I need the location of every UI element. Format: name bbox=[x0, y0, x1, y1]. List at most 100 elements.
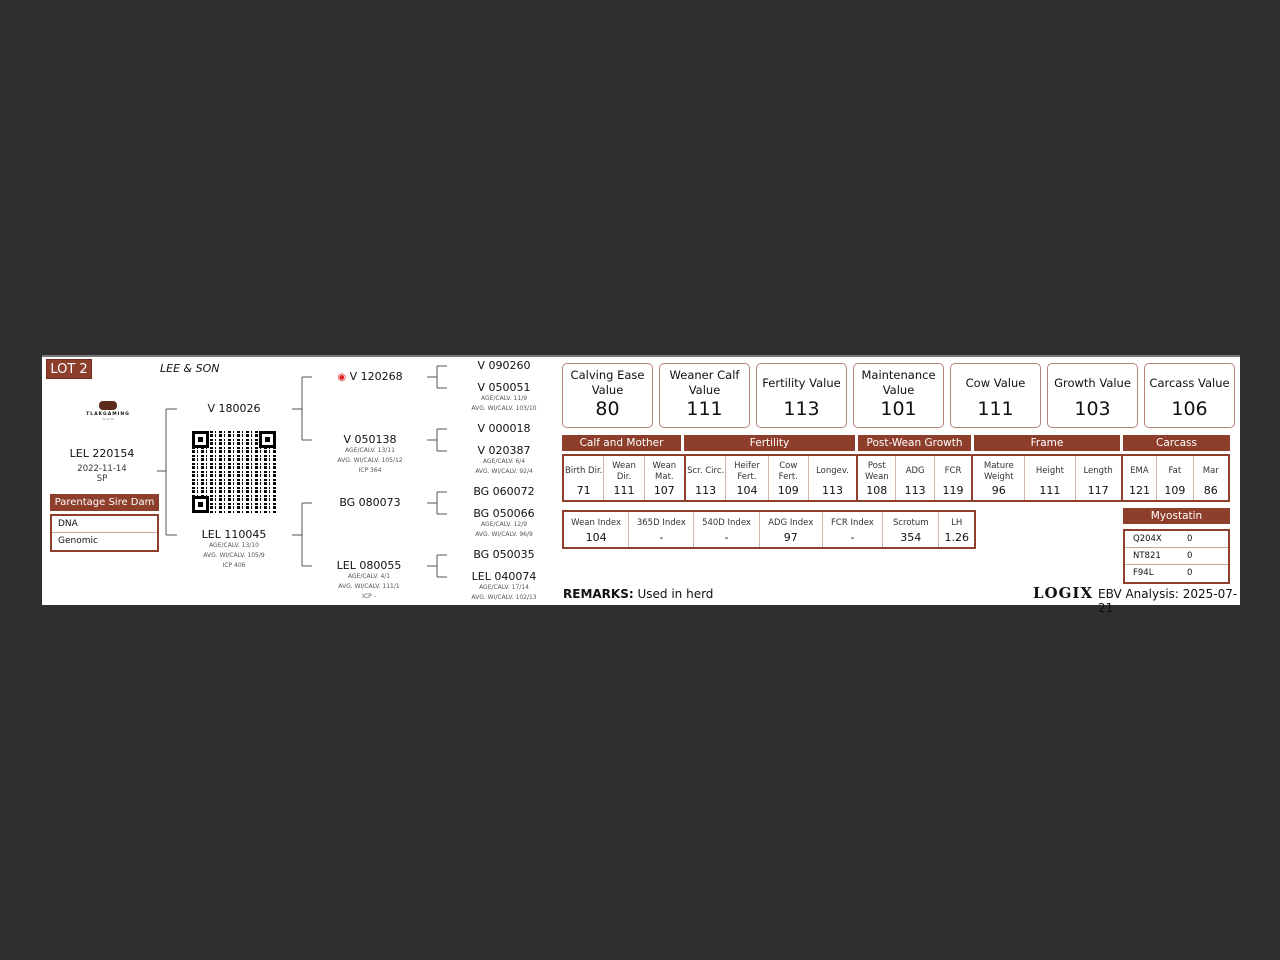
gen4-3[interactable]: V 020387 AGE/CALV. 6/4 AVG. WI/CALV. 92/4 bbox=[454, 444, 554, 477]
gen4-id: LEL 040074 bbox=[471, 570, 537, 583]
index-value: - bbox=[724, 531, 729, 544]
trait-cell: Heifer Fert. 104 bbox=[726, 456, 769, 500]
trait-name: Heifer Fert. bbox=[734, 460, 760, 482]
logix-logo: LOGIX bbox=[1033, 584, 1094, 602]
value-card-title: Carcass Value bbox=[1149, 375, 1230, 390]
trait-name: Height bbox=[1035, 466, 1064, 476]
trait-cell: ADG 113 bbox=[896, 456, 935, 500]
index-value: 1.26 bbox=[944, 531, 969, 544]
index-cell: LH 1.26 bbox=[939, 512, 974, 547]
myostatin-key: NT821 bbox=[1133, 551, 1161, 561]
trait-cell: Length 117 bbox=[1076, 456, 1123, 500]
value-card-title: Calving Ease Value bbox=[570, 368, 645, 397]
value-card-value: 80 bbox=[595, 398, 620, 420]
trait-cell: Post Wean 108 bbox=[858, 456, 897, 500]
gen4-4[interactable]: BG 060072 bbox=[473, 485, 535, 498]
parentage-table: DNA Genomic bbox=[50, 514, 159, 552]
gen4-age: AGE/CALV. 17/14 bbox=[479, 584, 529, 591]
value-card-title: Cow Value bbox=[965, 375, 1026, 390]
remarks-label: REMARKS: bbox=[563, 587, 634, 601]
qr-code[interactable] bbox=[192, 431, 276, 513]
trait-cell: Mature Weight 96 bbox=[973, 456, 1026, 500]
section-header: Calf and Mother bbox=[562, 435, 681, 451]
gen3-avg: AVG. WI/CALV. 111/1 bbox=[338, 583, 400, 590]
gen4-0[interactable]: V 090260 bbox=[477, 359, 531, 372]
pedigree-lines bbox=[157, 365, 447, 578]
value-card: Carcass Value 106 bbox=[1144, 363, 1235, 428]
trait-name: Length bbox=[1083, 466, 1113, 476]
gen4-avg: AVG. WI/CALV. 96/9 bbox=[475, 531, 533, 538]
myostatin-key: F94L bbox=[1133, 568, 1154, 578]
value-card-value: 103 bbox=[1074, 398, 1111, 420]
trait-cell: Height 111 bbox=[1025, 456, 1076, 500]
gen3-0[interactable]: ◉ V 120268 bbox=[320, 370, 420, 383]
value-card: Growth Value 103 bbox=[1047, 363, 1138, 428]
section-header: Frame bbox=[974, 435, 1120, 451]
gen4-5[interactable]: BG 050066 AGE/CALV. 12/9 AVG. WI/CALV. 96/… bbox=[454, 507, 554, 540]
value-card-title: Fertility Value bbox=[762, 375, 841, 390]
trait-cell: Fat 109 bbox=[1157, 456, 1194, 500]
myostatin-header: Myostatin bbox=[1123, 508, 1230, 524]
index-value: - bbox=[659, 531, 664, 544]
gen3-1[interactable]: V 050138 AGE/CALV. 13/11 AVG. WI/CALV. 1… bbox=[320, 433, 420, 476]
trait-value: 107 bbox=[653, 484, 675, 497]
value-card-value: 111 bbox=[977, 398, 1014, 420]
index-name: 365D Index bbox=[636, 517, 686, 528]
parentage-header: Parentage Sire Dam bbox=[50, 494, 159, 511]
value-card: Maintenance Value 101 bbox=[853, 363, 944, 428]
gen4-6[interactable]: BG 050035 bbox=[473, 548, 535, 561]
dam-icp: ICP 406 bbox=[222, 562, 246, 569]
value-card: Calving Ease Value 80 bbox=[562, 363, 653, 428]
lot-card: LOT 2 LEE & SON TLAKGAMING ~~~ LEL 22015… bbox=[42, 355, 1240, 615]
value-card-value: 101 bbox=[880, 398, 917, 420]
parentage-genomic: Genomic bbox=[58, 536, 98, 546]
trait-name: Mar bbox=[1202, 466, 1219, 476]
section-header: Fertility bbox=[684, 435, 855, 451]
value-card-value: 106 bbox=[1171, 398, 1208, 420]
value-card-value: 111 bbox=[686, 398, 723, 420]
trait-value: 111 bbox=[1039, 484, 1061, 497]
trait-value: 113 bbox=[904, 484, 926, 497]
index-name: FCR Index bbox=[831, 517, 874, 528]
lot-badge: LOT 2 bbox=[46, 359, 92, 379]
myostatin-key: Q204X bbox=[1133, 534, 1162, 544]
trait-value: 71 bbox=[576, 484, 591, 497]
index-cell: 540D Index - bbox=[694, 512, 760, 547]
trait-name: Birth Dir. bbox=[564, 466, 603, 476]
sire-id[interactable]: V 180026 bbox=[207, 402, 261, 415]
gen3-icp: ICP 364 bbox=[358, 467, 382, 474]
value-card-value: 113 bbox=[783, 398, 820, 420]
trait-value: 117 bbox=[1087, 484, 1109, 497]
trait-cell: FCR 119 bbox=[935, 456, 974, 500]
trait-value: 109 bbox=[1164, 484, 1186, 497]
index-cell: 365D Index - bbox=[629, 512, 695, 547]
animal-tag: SP bbox=[96, 474, 108, 484]
trait-cell: Wean Dir. 111 bbox=[604, 456, 645, 500]
trait-name: Wean Mat. bbox=[652, 460, 677, 482]
gen4-age: AGE/CALV. 11/9 bbox=[480, 395, 528, 402]
trait-name: Wean Dir. bbox=[612, 460, 636, 482]
index-value: 104 bbox=[585, 531, 607, 544]
value-card-title: Maintenance Value bbox=[861, 368, 936, 397]
analysis-date: EBV Analysis: 2025-07-21 bbox=[1098, 587, 1238, 615]
gen3-3[interactable]: LEL 080055 AGE/CALV. 4/1 AVG. WI/CALV. 1… bbox=[319, 559, 419, 602]
index-value: 97 bbox=[783, 531, 798, 544]
trait-table: Birth Dir. 71 Wean Dir. 111 Wean Mat. 107 Scr.… bbox=[562, 454, 1230, 502]
gen3-avg: AVG. WI/CALV. 105/12 bbox=[337, 457, 403, 464]
gen4-age: AGE/CALV. 6/4 bbox=[482, 458, 526, 465]
trait-name: ADG bbox=[905, 466, 925, 476]
gen4-1[interactable]: V 050051 AGE/CALV. 11/9 AVG. WI/CALV. 103/… bbox=[454, 381, 554, 414]
value-card: Fertility Value 113 bbox=[756, 363, 847, 428]
index-name: 540D Index bbox=[702, 517, 751, 528]
trait-value: 111 bbox=[613, 484, 635, 497]
trait-name: Scr. Circ. bbox=[687, 466, 725, 476]
trait-value: 119 bbox=[942, 484, 964, 497]
dam-id[interactable]: LEL 110045 bbox=[201, 528, 267, 541]
remarks: REMARKS: Used in herd bbox=[563, 587, 713, 601]
gen4-2[interactable]: V 000018 bbox=[477, 422, 531, 435]
trait-name: Longev. bbox=[816, 466, 849, 476]
gen4-7[interactable]: LEL 040074 AGE/CALV. 17/14 AVG. WI/CALV. 1… bbox=[454, 570, 554, 603]
index-name: Scrotum bbox=[892, 517, 929, 528]
gen3-2[interactable]: BG 080073 bbox=[339, 496, 401, 509]
trait-cell: Longev. 113 bbox=[809, 456, 859, 500]
